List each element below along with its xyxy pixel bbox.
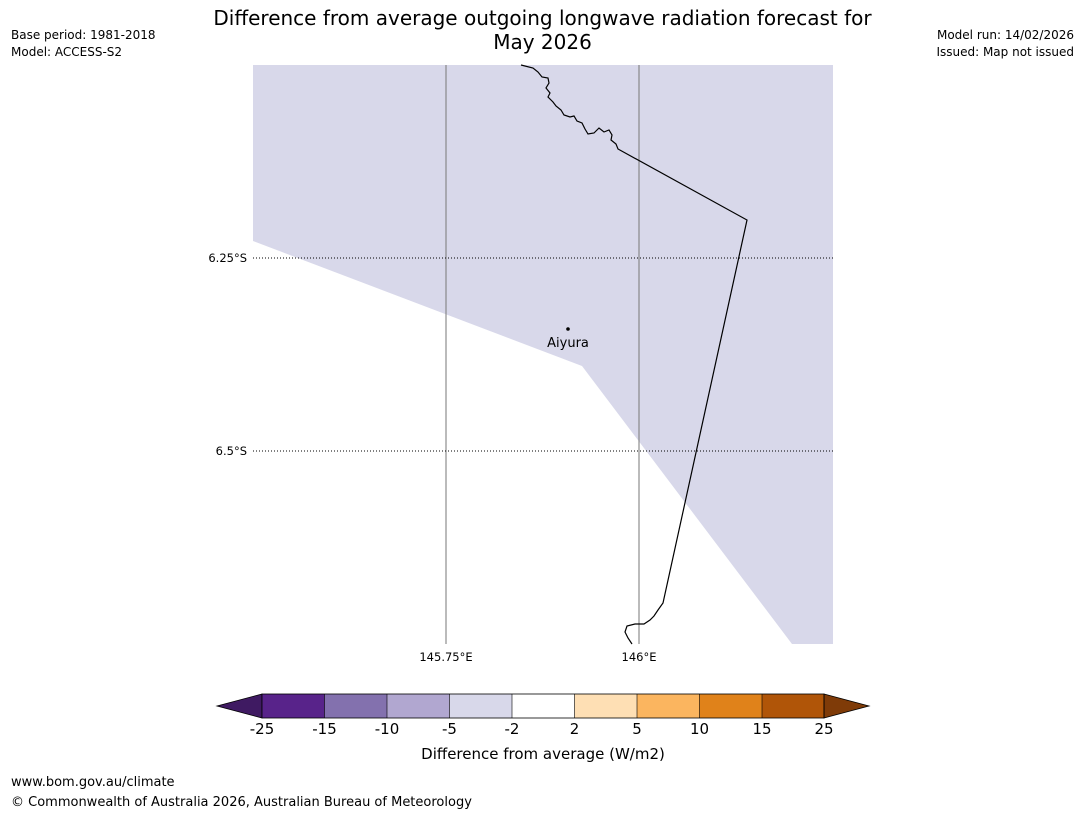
colorbar-bin-6 bbox=[574, 694, 637, 718]
colorbar-right-extension bbox=[823, 693, 871, 719]
colorbar-bin-5 bbox=[512, 694, 575, 718]
colorbar-bin-8 bbox=[699, 694, 762, 718]
title-line-2: May 2026 bbox=[493, 30, 592, 54]
lon-tick-145-75: 145.75°E bbox=[419, 650, 473, 664]
lon-tick-146: 146°E bbox=[621, 650, 657, 664]
model-run: Model run: 14/02/2026 bbox=[936, 28, 1074, 42]
colorbar-tick-4: -5 bbox=[442, 720, 457, 738]
shaded-region bbox=[253, 65, 833, 644]
colorbar-tick-10: 25 bbox=[814, 720, 834, 738]
colorbar-tick-1: -25 bbox=[249, 720, 275, 738]
colorbar-outline bbox=[261, 693, 825, 719]
lat-tick-6-5: 6.5°S bbox=[215, 444, 247, 458]
base-period: Base period: 1981-2018 bbox=[11, 28, 156, 42]
aiyura-marker bbox=[566, 327, 570, 331]
colorbar-tick-7: 5 bbox=[632, 720, 642, 738]
colorbar-bin-7 bbox=[637, 694, 700, 718]
colorbar-tick-2: -15 bbox=[312, 720, 337, 738]
place-label-aiyura: Aiyura bbox=[547, 336, 589, 351]
colorbar-label: Difference from average (W/m2) bbox=[421, 745, 665, 763]
colorbar-bin-9 bbox=[762, 694, 824, 718]
lat-tick-6-25: 6.25°S bbox=[208, 251, 247, 265]
meta-right: Model run: 14/02/2026 Issued: Map not is… bbox=[936, 27, 1074, 61]
colorbar-tick-6: 2 bbox=[569, 720, 580, 738]
boundary-line bbox=[520, 64, 748, 645]
footer-copyright: © Commonwealth of Australia 2026, Austra… bbox=[11, 795, 472, 810]
colorbar bbox=[215, 693, 871, 719]
colorbar-bin-2 bbox=[324, 694, 387, 718]
footer-url[interactable]: www.bom.gov.au/climate bbox=[11, 775, 175, 790]
colorbar-bin-1 bbox=[262, 694, 325, 718]
issued-status: Issued: Map not issued bbox=[936, 45, 1074, 59]
colorbar-bin-3 bbox=[387, 694, 450, 718]
colorbar-tick-8: 10 bbox=[689, 720, 710, 738]
colorbar-tick-9: 15 bbox=[752, 720, 772, 738]
colorbar-tick-3: -10 bbox=[374, 720, 400, 738]
meta-left: Base period: 1981-2018 Model: ACCESS-S2 bbox=[11, 27, 156, 61]
title-line-1: Difference from average outgoing longwav… bbox=[213, 6, 872, 30]
map-title: Difference from average outgoing longwav… bbox=[0, 6, 1085, 54]
colorbar-tick-5: -2 bbox=[504, 720, 520, 738]
colorbar-left-extension bbox=[215, 693, 263, 719]
colorbar-bin-4 bbox=[449, 694, 512, 718]
model-name: Model: ACCESS-S2 bbox=[11, 45, 123, 59]
